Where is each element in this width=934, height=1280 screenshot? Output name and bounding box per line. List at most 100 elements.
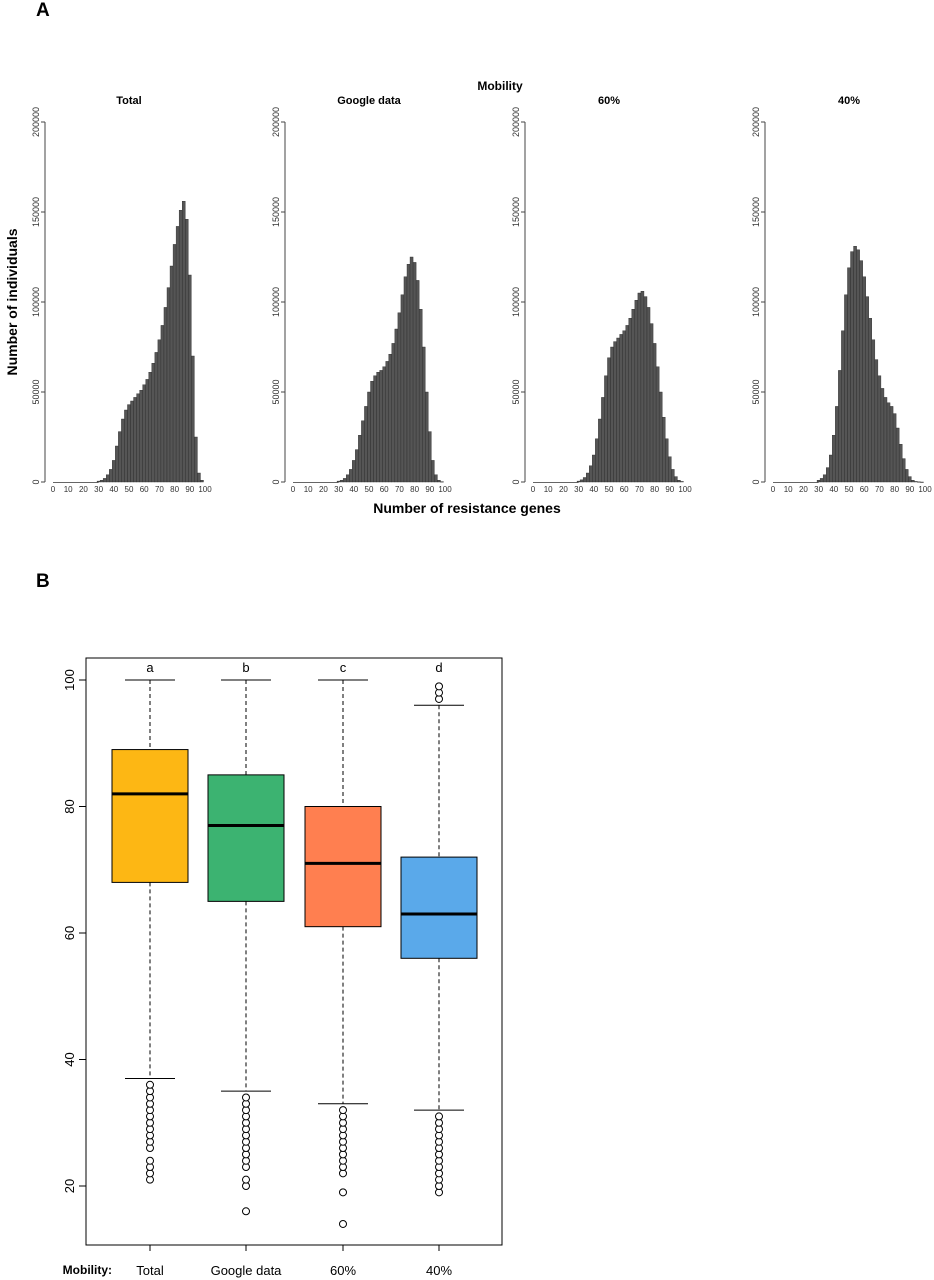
y-tick-label: 200000 [751,107,761,137]
histogram-bar [403,276,408,483]
histogram-bar [595,438,599,483]
histogram-bar [655,366,660,483]
x-tick-label: 20 [319,485,328,494]
x-tick-label: 60% [330,1263,356,1278]
x-tick-label: 90 [665,485,674,494]
histogram-bar [367,391,371,483]
box: a Total [111,660,189,1278]
outlier-point [435,1112,443,1121]
histogram-bar [835,406,839,483]
significance-letter: d [435,660,442,675]
histogram-bar [130,400,134,483]
x-tick-label: 0 [531,485,536,494]
histogram-bar [425,391,429,483]
histogram-bar [415,280,420,483]
histogram-bar [652,343,657,483]
histogram-bar [388,354,393,483]
box: c 60% [304,660,382,1278]
histogram-bar [920,481,924,483]
histogram-bar [880,388,885,483]
significance-letter: c [340,660,347,675]
histogram-bar [188,274,192,483]
outlier-point [242,1207,250,1216]
histogram-panel: Total 0 50000 100000 150000 200000 0 10 20 30 40 50… [31,95,212,494]
histogram-bar [124,409,128,483]
histogram-bar [133,397,137,483]
histogram-bar [868,318,873,483]
histogram-bar [181,200,186,483]
histogram-bar [631,309,636,483]
histogram-bar [917,481,921,483]
histogram-bar [336,480,341,483]
y-tick-label: 40 [62,1052,77,1066]
histogram-bar [358,435,362,483]
y-tick-label: 100 [62,669,77,691]
x-tick-label: 70 [875,485,884,494]
histogram-bar [148,372,152,483]
histogram-bar [589,465,593,483]
histogram-bar [662,417,666,483]
histogram-bar [157,339,162,483]
histogram-bar [200,480,204,483]
x-tick-label: 0 [51,485,56,494]
histogram-bar [634,300,639,483]
histogram-bar [127,404,131,483]
x-tick-label: 20 [559,485,568,494]
histogram-panel: 60% 0 50000 100000 150000 200000 0 10 20 30 40 50 60… [511,95,692,494]
histogram-bar [406,264,411,483]
histogram-bar [865,296,869,483]
histogram-bar [616,337,620,483]
histogram-subplot-title: Total [116,95,141,107]
y-tick-label: 150000 [271,197,281,227]
outlier-point [146,1080,154,1089]
histogram-bar [434,474,438,483]
x-tick-label: 90 [905,485,914,494]
y-tick-label: 200000 [511,107,521,137]
x-tick-label: 30 [94,485,103,494]
histogram-bar [105,474,110,483]
histogram-bar [877,375,882,483]
y-tick-label: 150000 [751,197,761,227]
histogram-bar [121,418,125,483]
histogram-bar [361,420,365,483]
x-tick-label: 10 [784,485,793,494]
histogram-bar [643,296,648,483]
box-iqr [400,856,478,959]
histogram-bar [160,325,165,483]
histogram-bar [142,384,146,483]
histogram-bar [118,431,122,483]
x-tick-label: 20 [799,485,808,494]
outlier-point [339,1188,347,1197]
histogram-bar [826,467,830,483]
histogram-bar [911,480,915,483]
x-tick-label: 50 [605,485,614,494]
histogram-bar [346,474,350,483]
y-tick-label: 50000 [511,379,521,404]
boxplot-x-axis-prefix: Mobility: [63,1263,112,1277]
y-tick-label: 100000 [31,287,41,317]
histogram-bar [822,474,827,483]
histogram-bar [895,427,900,483]
outlier-point [242,1093,250,1102]
y-tick-label: 20 [62,1179,77,1193]
x-tick-label: 80 [170,485,179,494]
y-tick-label: 60 [62,926,77,940]
histogram-bar [385,361,389,483]
histogram-bar [163,307,168,483]
x-tick-label: 40 [349,485,358,494]
histogram-bar [671,469,675,483]
histogram-bar [883,397,888,483]
panel-label-a: A [36,0,50,21]
x-tick-label: 50 [365,485,374,494]
histogram-bar [677,480,681,483]
histogram-subplot-title: Google data [337,95,401,107]
x-tick-label: 100 [198,485,212,494]
histogram-bar [582,477,587,483]
x-tick-label: 80 [890,485,899,494]
outlier-point [435,682,443,691]
histogram-bar [832,435,836,483]
histogram-bar [102,478,107,483]
histogram-bar [610,346,614,483]
box-iqr [111,749,189,883]
y-tick-label: 50000 [31,379,41,404]
